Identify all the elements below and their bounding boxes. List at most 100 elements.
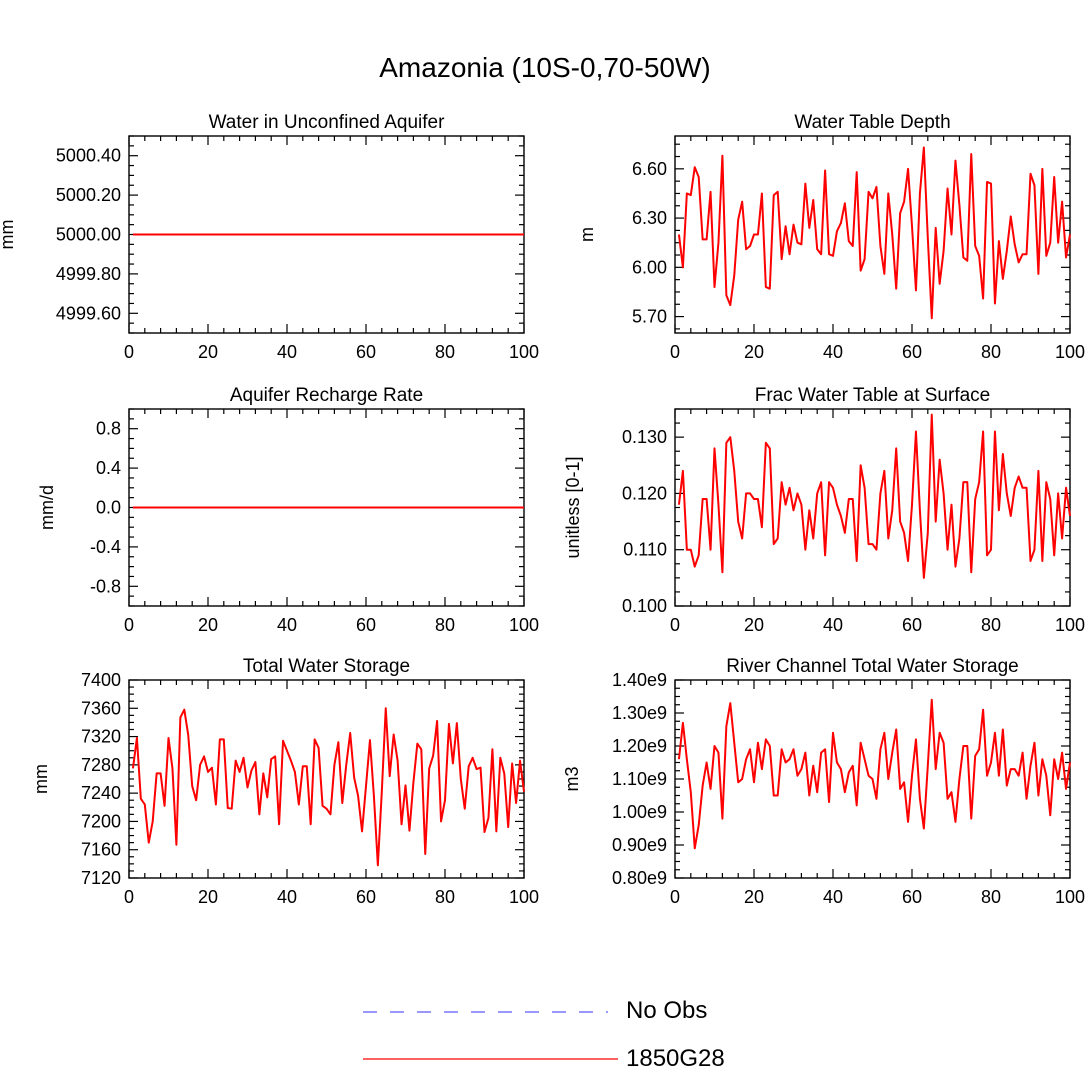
x-tick-label: 40 (277, 887, 297, 907)
y-tick-label: 0.0 (96, 498, 121, 518)
y-axis-label: unitless [0-1] (563, 456, 583, 558)
x-tick-label: 0 (670, 887, 680, 907)
y-axis-label: m3 (562, 766, 582, 791)
plot-frame (674, 408, 1071, 607)
panel-title: Frac Water Table at Surface (755, 385, 991, 406)
x-tick-label: 60 (902, 342, 922, 362)
y-tick-label: 7400 (81, 670, 121, 690)
x-tick-label: 40 (823, 615, 843, 635)
y-tick-label: 5000.00 (56, 225, 121, 245)
chart-panel-2: Water Table Depth m 0 20 40 60 80 100 5.70 6.00 6.… (577, 112, 1085, 362)
x-tick-label: 0 (124, 887, 134, 907)
y-tick-label: 0.100 (622, 596, 667, 616)
x-tick-label: 60 (902, 887, 922, 907)
series-line-1850g28 (677, 698, 1071, 850)
plot-frame (674, 135, 1071, 334)
legend-label-1850g28: 1850G28 (626, 1045, 725, 1072)
legend-label-no-obs: No Obs (626, 997, 708, 1024)
x-tick-label: 60 (356, 887, 376, 907)
y-axis-label: mm (31, 764, 51, 794)
chart-panel-4: Frac Water Table at Surface unitless [0-1… (563, 385, 1085, 635)
x-tick-label: 100 (1055, 887, 1085, 907)
x-tick-label: 80 (981, 887, 1001, 907)
x-tick-label: 100 (509, 615, 539, 635)
x-tick-label: 100 (1055, 342, 1085, 362)
x-tick-label: 80 (435, 342, 455, 362)
y-tick-label: 0.8 (96, 419, 121, 439)
x-tick-label: 40 (823, 887, 843, 907)
y-tick-label: 7160 (81, 840, 121, 860)
y-tick-label: 1.10e9 (612, 769, 667, 789)
x-tick-label: 100 (1055, 615, 1085, 635)
y-tick-label: 5000.40 (56, 146, 121, 166)
x-tick-label: 60 (902, 615, 922, 635)
x-tick-label: 20 (198, 615, 218, 635)
chart-panel-5: Total Water Storage mm 0 20 40 60 80 100 7120 716… (31, 656, 539, 907)
y-tick-label: 6.30 (632, 208, 667, 228)
series-line-1850g28 (677, 413, 1071, 579)
chart-panel-6: River Channel Total Water Storage m3 0 20 40… (562, 656, 1085, 907)
x-tick-label: 60 (356, 615, 376, 635)
figure-title: Amazonia (10S-0,70-50W) (379, 52, 711, 83)
y-tick-label: 5000.20 (56, 185, 121, 205)
x-tick-label: 0 (670, 342, 680, 362)
y-tick-label: 0.4 (96, 458, 121, 478)
y-tick-label: 1.00e9 (612, 802, 667, 822)
x-tick-label: 40 (823, 342, 843, 362)
x-tick-label: 40 (277, 342, 297, 362)
y-tick-label: -0.4 (90, 537, 121, 557)
y-tick-label: 0.120 (622, 483, 667, 503)
chart-panel-1: Water in Unconfined Aquifer mm 0 20 40 60 80 10… (0, 112, 539, 362)
y-axis-label: mm (0, 220, 17, 250)
legend-swatch-1850g28 (363, 1058, 618, 1060)
y-tick-label: 1.30e9 (612, 703, 667, 723)
y-axis-label: mm/d (37, 485, 57, 530)
x-tick-label: 40 (277, 615, 297, 635)
y-tick-label: 5.70 (632, 307, 667, 327)
x-tick-label: 80 (981, 615, 1001, 635)
y-tick-label: 4999.80 (56, 264, 121, 284)
legend-swatch-no-obs (363, 1011, 608, 1013)
chart-panel-3: Aquifer Recharge Rate mm/d 0 20 40 60 80 100 -0.… (37, 385, 539, 635)
y-tick-label: 0.80e9 (612, 868, 667, 888)
x-tick-label: 100 (509, 887, 539, 907)
panel-title: River Channel Total Water Storage (726, 656, 1019, 677)
y-axis-label: m (577, 227, 597, 242)
x-tick-label: 20 (744, 887, 764, 907)
y-tick-label: 7120 (81, 868, 121, 888)
x-tick-label: 20 (198, 342, 218, 362)
series-line-1850g28 (677, 146, 1071, 320)
y-tick-label: 0.110 (623, 540, 667, 560)
y-tick-label: 4999.60 (56, 303, 121, 323)
x-tick-label: 80 (435, 887, 455, 907)
x-tick-label: 20 (198, 887, 218, 907)
y-tick-label: 7360 (81, 698, 121, 718)
y-tick-label: 7320 (81, 727, 121, 747)
panel-title: Water Table Depth (794, 112, 950, 133)
y-tick-label: 7240 (81, 783, 121, 803)
plot-frame (128, 679, 525, 879)
y-tick-label: -0.8 (90, 576, 121, 596)
x-tick-label: 100 (509, 342, 539, 362)
y-tick-label: 1.40e9 (612, 670, 667, 690)
x-tick-label: 0 (670, 615, 680, 635)
panel-title: Aquifer Recharge Rate (230, 385, 423, 406)
y-tick-label: 0.130 (622, 427, 667, 447)
x-tick-label: 0 (124, 342, 134, 362)
x-tick-label: 20 (744, 342, 764, 362)
y-tick-label: 6.00 (632, 257, 667, 277)
x-tick-label: 60 (356, 342, 376, 362)
x-tick-label: 80 (435, 615, 455, 635)
y-tick-label: 0.90e9 (612, 835, 667, 855)
y-tick-label: 1.20e9 (612, 736, 667, 756)
y-tick-label: 6.60 (632, 159, 667, 179)
x-tick-label: 0 (124, 615, 134, 635)
panel-title: Water in Unconfined Aquifer (209, 112, 446, 133)
y-tick-label: 7280 (81, 755, 121, 775)
y-tick-label: 7200 (81, 811, 121, 831)
panel-title: Total Water Storage (243, 656, 410, 677)
series-line-1850g28 (131, 707, 525, 867)
x-tick-label: 20 (744, 615, 764, 635)
x-tick-label: 80 (981, 342, 1001, 362)
